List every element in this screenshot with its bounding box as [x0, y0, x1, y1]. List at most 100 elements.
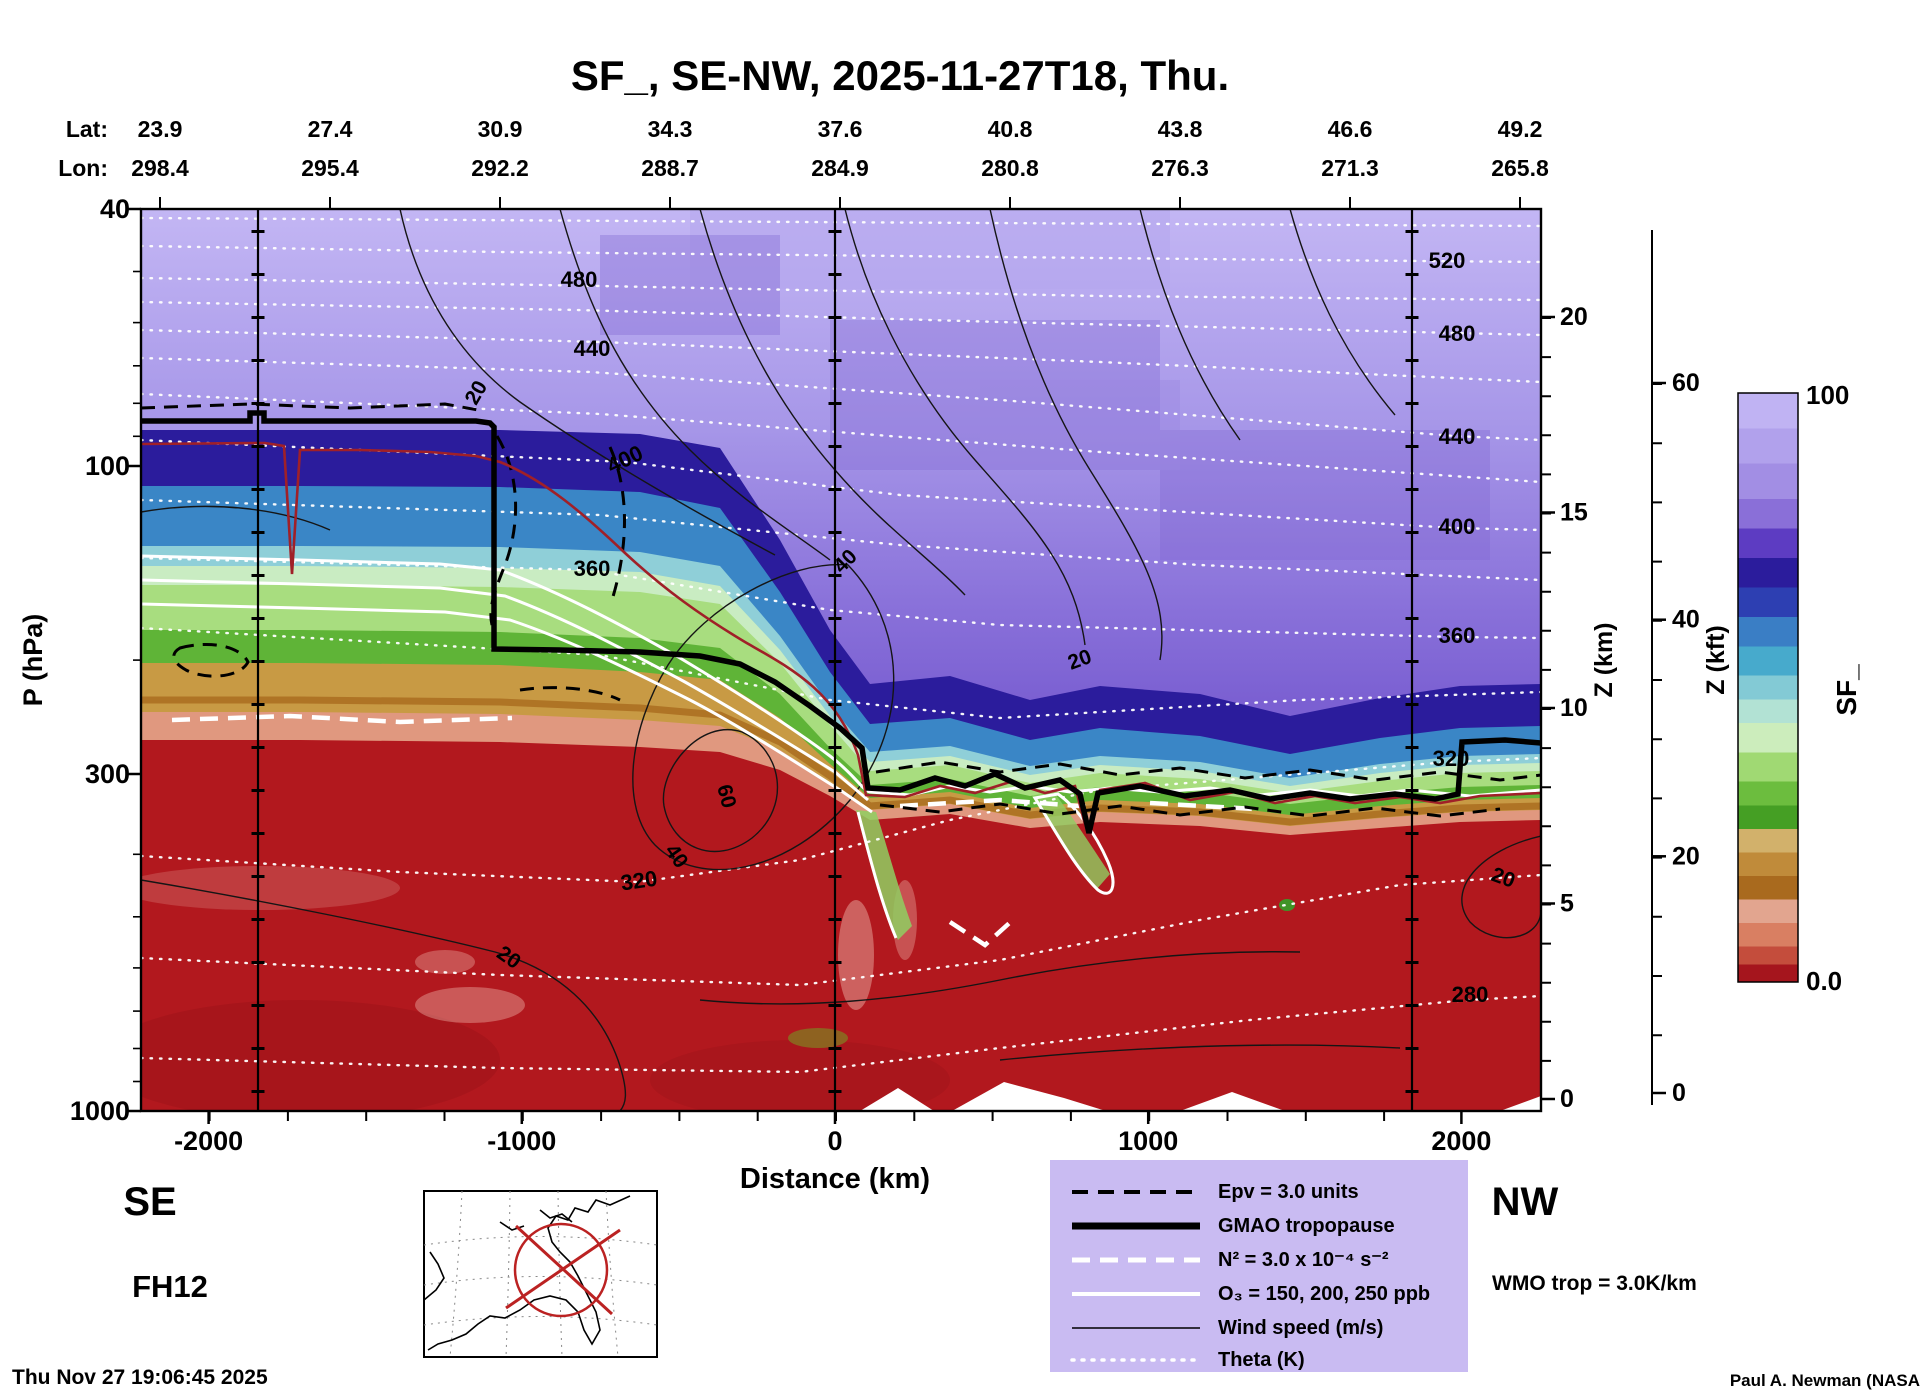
km-tick-label: 20 — [1560, 303, 1588, 331]
n2-line — [1149, 800, 1256, 812]
colorbar: 100 0.0 SF_ — [1737, 380, 1862, 996]
kft-tick-label: 40 — [1672, 606, 1700, 634]
wind-line — [989, 209, 1163, 661]
kft-axis-label: Z (kft) — [1702, 625, 1730, 694]
map-section-circle — [513, 1222, 609, 1318]
theta-label: 320 — [619, 866, 659, 896]
pressure-minor-ticks — [133, 270, 141, 1083]
tropopause-fold-streak — [1032, 790, 1110, 890]
colorbar-min-label: 0.0 — [1806, 966, 1842, 996]
distance-major-ticks — [207, 1111, 1463, 1124]
epv-contour-lines — [141, 402, 1541, 818]
theta-label: 320 — [1433, 746, 1470, 771]
wind-contour-lines — [141, 209, 1541, 1111]
km-tick-label: 10 — [1560, 694, 1588, 722]
wind-line-60 — [662, 729, 779, 853]
credit: Paul A. Newman (NASA — [1730, 1371, 1920, 1390]
epv-line — [875, 760, 1541, 782]
timestamp: Thu Nov 27 19:06:45 2025 — [12, 1366, 268, 1389]
theta-label: 360 — [574, 556, 611, 581]
dark-red-patch — [650, 1040, 950, 1111]
kft-tick-label: 60 — [1672, 369, 1700, 397]
theta-label: 360 — [1439, 623, 1476, 648]
wind-line — [1461, 835, 1541, 939]
legend-item-label: Theta (K) — [1218, 1349, 1305, 1371]
theta-line — [141, 244, 1541, 264]
lon-value: 298.4 — [131, 155, 189, 181]
km-tick-label: 0 — [1560, 1085, 1574, 1113]
purple-patch — [980, 380, 1180, 470]
lat-row-label: Lat: — [66, 116, 108, 142]
cross-section-plot: 520 480 440 400 360 320 280 480 440 400 … — [141, 209, 1541, 1111]
theta-line — [141, 994, 1541, 1074]
wmo-trop-note: WMO trop = 3.0K/km — [1492, 1272, 1697, 1295]
epv-line — [489, 435, 518, 626]
map-coastline — [423, 1195, 631, 1351]
wind-line — [559, 209, 831, 561]
lon-row-label: Lon: — [58, 155, 108, 181]
wind-line — [699, 209, 966, 596]
colorbar-max-label: 100 — [1806, 380, 1849, 410]
theta-line — [141, 328, 1541, 384]
theta-contour-lines — [141, 216, 1541, 1074]
ozone-streak — [856, 811, 898, 939]
brown-spot — [788, 1028, 848, 1048]
theta-line — [141, 276, 1541, 302]
legend-item-label: O₃ = 150, 200, 250 ppb — [1218, 1283, 1430, 1305]
pressure-tick-label: 100 — [85, 451, 130, 481]
n2-line — [899, 797, 1093, 810]
wind-line — [1289, 209, 1396, 416]
green-spot — [1279, 899, 1295, 911]
legend-item-label: Epv = 3.0 units — [1218, 1181, 1359, 1203]
map-graticule — [423, 1190, 658, 1358]
distance-tick-label: 2000 — [1431, 1126, 1491, 1156]
theta-label: 520 — [1429, 248, 1466, 273]
band-dark-orange-strip — [141, 696, 1541, 826]
pressure-axis-label: P (hPa) — [18, 614, 48, 707]
theta-label: 400 — [1439, 514, 1476, 539]
pink-streak — [141, 866, 400, 910]
lat-value: 27.4 — [308, 116, 353, 142]
dark-red-patch — [141, 1000, 500, 1111]
lat-value: 40.8 — [988, 116, 1033, 142]
ozone-fold-loop — [1032, 792, 1115, 895]
theta-line — [141, 216, 1541, 228]
km-tick-label: 15 — [1560, 499, 1588, 527]
lat-value: 34.3 — [648, 116, 693, 142]
epv-line — [879, 802, 1501, 818]
wind-line — [999, 1044, 1401, 1061]
km-tick-label: 5 — [1560, 890, 1574, 918]
lon-value: 284.9 — [811, 155, 869, 181]
distance-axis: -2000 -1000 0 1000 2000 Distance (km) — [174, 1111, 1491, 1195]
distance-tick-label: -1000 — [487, 1126, 556, 1156]
purple-patch — [1160, 430, 1490, 560]
theta-line — [141, 392, 1541, 484]
purple-patch — [600, 235, 780, 335]
surface-notch — [952, 1082, 1106, 1111]
pressure-axis: 40 100 300 1000 P (hPa) — [18, 194, 141, 1126]
gmao-tropopause-line — [141, 410, 1541, 834]
legend: Epv = 3.0 units GMAO tropopause N² = 3.0… — [1050, 1160, 1468, 1372]
epv-line — [172, 643, 250, 678]
wind-line — [141, 505, 331, 531]
theta-contour-labels: 520 480 440 400 360 320 280 480 440 400 … — [561, 248, 1489, 1007]
theta-line — [141, 626, 1541, 720]
distance-tick-label: -2000 — [174, 1126, 243, 1156]
lon-value: 276.3 — [1151, 155, 1209, 181]
theta-label: 440 — [574, 336, 611, 361]
km-major-ticks — [1541, 315, 1555, 1101]
ozone-line — [141, 578, 869, 802]
lat-value: 30.9 — [478, 116, 523, 142]
endpoint-se-label: SE — [123, 1180, 176, 1224]
km-axis-label: Z (km) — [1590, 623, 1618, 698]
legend-item-label: N² = 3.0 x 10⁻⁴ s⁻² — [1218, 1249, 1389, 1271]
map-frame — [423, 1190, 658, 1358]
lon-value: 295.4 — [301, 155, 359, 181]
top-axis-ticks — [159, 197, 1521, 209]
legend-panel — [1050, 1160, 1468, 1372]
wind-line — [844, 209, 1086, 646]
pressure-tick-label: 300 — [85, 759, 130, 789]
altitude-km-axis: 20 15 10 5 0 Z (km) — [1541, 303, 1618, 1113]
